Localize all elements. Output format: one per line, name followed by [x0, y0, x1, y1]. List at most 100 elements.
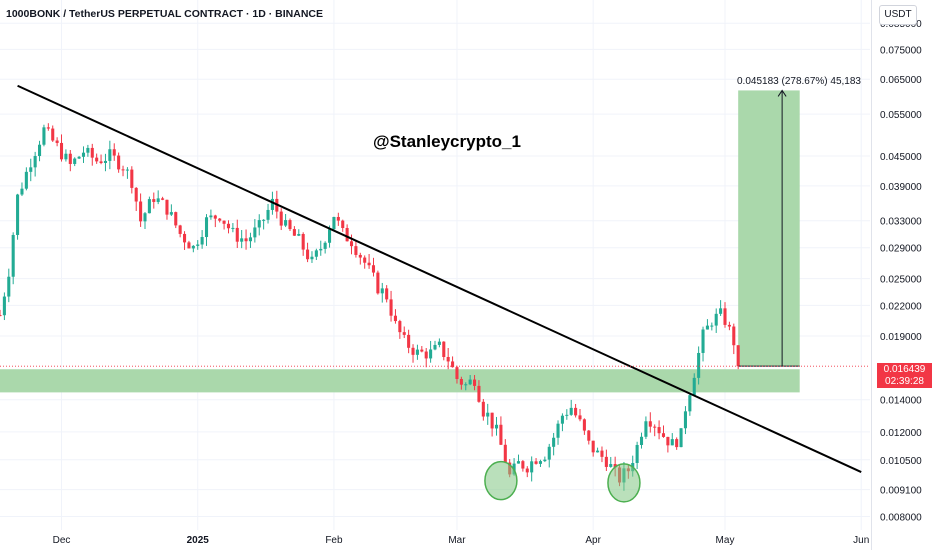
currency-button[interactable]: USDT	[879, 5, 917, 25]
candle-body	[323, 242, 327, 249]
zones-layer	[0, 90, 800, 393]
candle-body	[670, 439, 674, 446]
price-tick-label: 0.055000	[880, 110, 922, 121]
candle	[644, 416, 648, 440]
candle	[415, 344, 419, 360]
candle-body	[380, 288, 384, 294]
candle	[701, 326, 705, 362]
candle-body	[284, 220, 288, 226]
candle	[42, 124, 46, 147]
candle-body	[68, 153, 72, 164]
bottom-circle	[484, 460, 518, 501]
candle-body	[95, 157, 99, 162]
candle	[683, 406, 687, 435]
candle-body	[139, 201, 143, 222]
candle-body	[503, 444, 507, 463]
candle	[196, 240, 200, 250]
candle-body	[420, 349, 424, 352]
last-price-tag: 0.016439 02:39:28	[877, 363, 932, 388]
candle	[183, 231, 187, 250]
candle	[121, 165, 125, 177]
candle	[389, 290, 393, 322]
candle-body	[683, 411, 687, 429]
candle	[380, 282, 384, 303]
candle-body	[341, 220, 345, 229]
candle-body	[415, 349, 419, 355]
candle-body	[538, 461, 542, 464]
candle	[429, 340, 433, 363]
candle-body	[134, 187, 138, 202]
candle	[503, 439, 507, 464]
candle-body	[477, 385, 481, 402]
candle-body	[451, 361, 455, 368]
candle-body	[486, 412, 490, 417]
candle-body	[490, 412, 494, 429]
candle	[191, 245, 195, 253]
candle-body	[398, 321, 402, 333]
candle	[143, 212, 147, 229]
candle-body	[653, 426, 657, 428]
candle	[424, 348, 428, 368]
candle	[420, 346, 424, 353]
candle-body	[675, 439, 679, 448]
candle-body	[569, 407, 573, 415]
time-tick-label: Dec	[53, 535, 71, 546]
candle	[442, 341, 446, 361]
candle-body	[393, 315, 397, 322]
candle	[666, 436, 670, 453]
candle	[55, 137, 59, 147]
candle-body	[701, 329, 705, 353]
price-tick-label: 0.033000	[880, 217, 922, 228]
drawings-layer	[0, 84, 870, 503]
candle-body	[147, 199, 151, 214]
candle-body	[710, 325, 714, 327]
candle	[284, 213, 288, 228]
candle-body	[117, 155, 121, 170]
candle	[398, 319, 402, 339]
candle	[596, 447, 600, 453]
candle-body	[578, 415, 582, 420]
chart-title: 1000BONK / TetherUS PERPETUAL CONTRACT ·…	[6, 8, 323, 20]
candle	[231, 223, 235, 233]
candle-body	[328, 229, 332, 243]
price-axis[interactable]: 0.0850000.0750000.0650000.0550000.045000…	[871, 0, 932, 550]
price-tick-label: 0.025000	[880, 275, 922, 286]
candle	[705, 319, 709, 330]
candle	[714, 308, 718, 333]
candle	[248, 232, 252, 248]
candle	[530, 456, 534, 482]
candle	[402, 326, 406, 339]
candle-body	[156, 198, 160, 202]
candle	[657, 420, 661, 440]
candle-body	[314, 250, 318, 257]
price-tick-label: 0.065000	[880, 75, 922, 86]
candle	[161, 196, 165, 201]
candle	[692, 373, 696, 396]
candle-body	[125, 169, 129, 171]
time-tick-label: Jun	[853, 535, 869, 546]
candle-body	[666, 436, 670, 446]
candle-body	[7, 276, 11, 297]
price-tick-label: 0.029000	[880, 244, 922, 255]
candle	[33, 151, 37, 177]
candle	[156, 190, 160, 205]
candle-body	[55, 140, 59, 143]
candle	[108, 140, 112, 170]
candle-body	[16, 194, 20, 235]
time-axis[interactable]: Dec 2025 Feb Mar Apr May Jun	[0, 530, 870, 550]
candle-body	[547, 446, 551, 460]
candle-body	[688, 395, 692, 412]
measure-label: 0.045183 (278.67%) 45,183	[737, 76, 861, 87]
candle	[490, 412, 494, 437]
candle-body	[336, 216, 340, 221]
candle-body	[77, 156, 81, 159]
candle	[446, 348, 450, 370]
candle	[433, 340, 437, 351]
candle-body	[407, 334, 411, 348]
candle-body	[574, 407, 578, 416]
candle	[543, 456, 547, 463]
candle	[226, 220, 231, 234]
candle	[253, 219, 257, 243]
